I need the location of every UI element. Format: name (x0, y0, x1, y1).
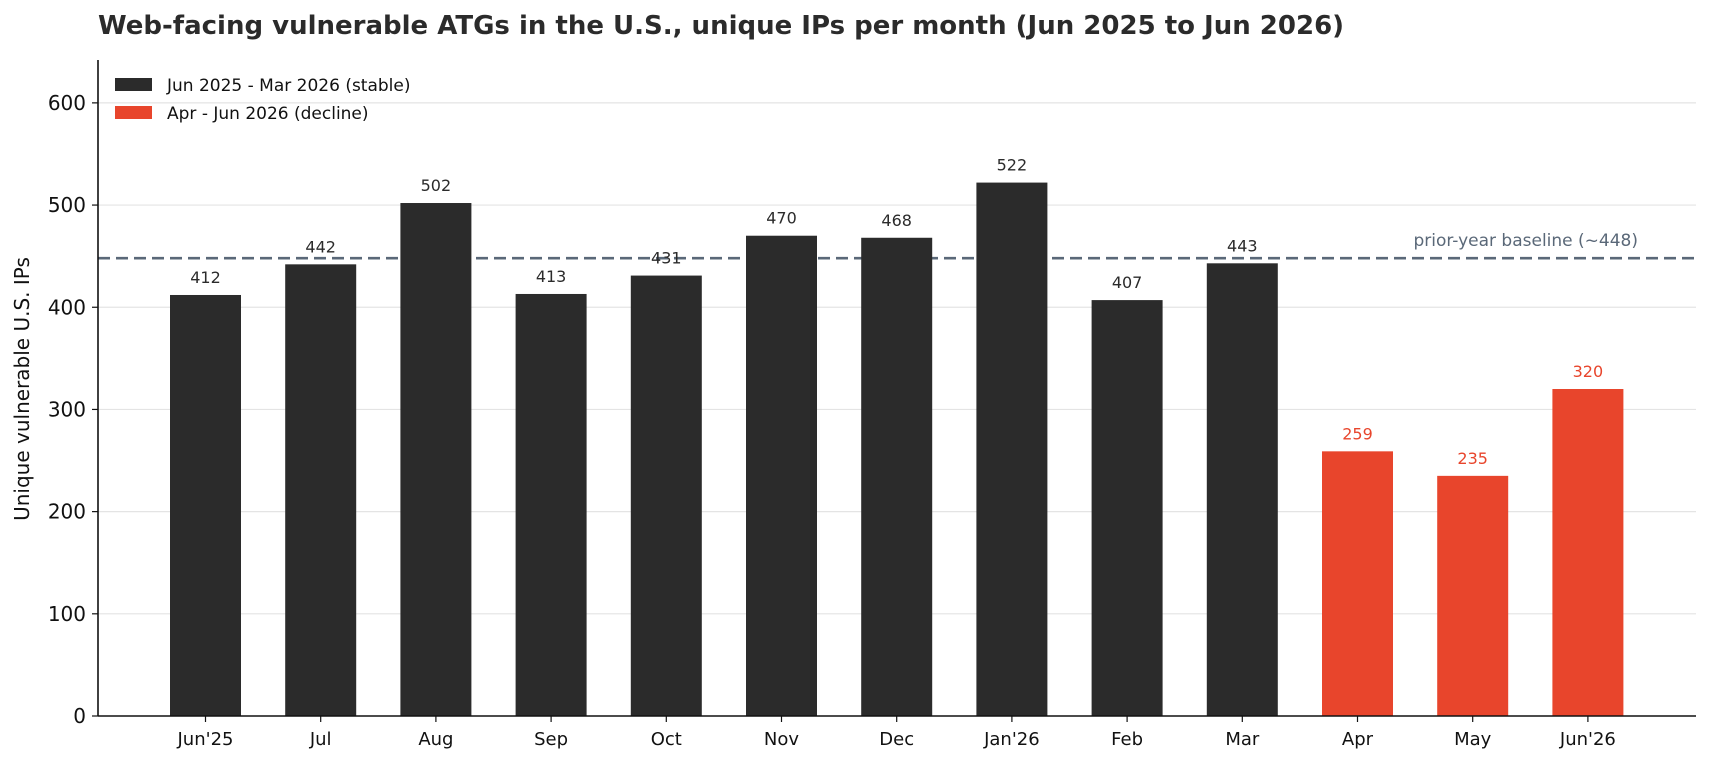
bar (861, 237, 933, 716)
bars-group (170, 182, 1624, 717)
bar (1091, 300, 1163, 716)
axes: 0 100 200 300 400 500 600 Jun'25 Jul Aug Sep Oct Nov… (48, 60, 1696, 750)
x-tick-label: Apr (1342, 729, 1374, 750)
bar (1206, 263, 1278, 716)
y-axis-label: Unique vulnerable U.S. IPs (10, 257, 34, 521)
bar (630, 275, 702, 716)
bar (1322, 451, 1393, 716)
x-tick-label: Aug (418, 729, 453, 750)
bar-value-label: 431 (651, 249, 682, 268)
value-labels-group: 412 442 502 413 431 470 468 522 407 443 259 235 320 (190, 156, 1603, 468)
bar-value-label: 468 (881, 211, 912, 230)
legend-swatch (115, 78, 152, 91)
legend-label: Apr - Jun 2026 (decline) (167, 104, 369, 124)
bar (976, 182, 1048, 717)
legend: Jun 2025 - Mar 2026 (stable) Apr - Jun 20… (115, 76, 411, 124)
bar-value-label: 235 (1457, 449, 1488, 468)
bar (170, 294, 241, 716)
x-tick-label: Jun'26 (1559, 729, 1616, 750)
y-tick-label: 300 (48, 397, 86, 421)
bar-value-label: 443 (1227, 236, 1258, 255)
bar (1437, 475, 1509, 716)
x-tick-label: Jan'26 (983, 729, 1040, 750)
y-tick-label: 400 (48, 295, 86, 319)
legend-label: Jun 2025 - Mar 2026 (stable) (166, 76, 411, 96)
x-tick-label: Dec (879, 729, 914, 750)
bar-value-label: 320 (1573, 362, 1604, 381)
bar-value-label: 413 (536, 267, 567, 286)
x-tick-label: Sep (534, 729, 568, 750)
x-tick-label: Oct (651, 729, 682, 750)
bar-value-label: 412 (190, 268, 221, 287)
bar-value-label: 522 (997, 156, 1028, 175)
bar (515, 293, 587, 716)
bar (746, 235, 817, 716)
chart-title: Web-facing vulnerable ATGs in the U.S., … (98, 11, 1344, 41)
baseline-label: prior-year baseline (~448) (1413, 231, 1638, 251)
y-tick-label: 600 (48, 91, 86, 115)
bar-value-label: 470 (766, 209, 797, 228)
y-tick-label: 200 (48, 500, 86, 524)
bar (1552, 389, 1624, 716)
y-tick-label: 500 (48, 193, 86, 217)
x-tick-label: Mar (1225, 729, 1260, 750)
x-tick-label: Nov (764, 729, 799, 750)
x-tick-label: May (1454, 729, 1492, 750)
x-tick-label: Feb (1111, 729, 1143, 750)
bar-value-label: 442 (305, 237, 336, 256)
bar (285, 264, 357, 716)
bar (400, 203, 472, 717)
bar-value-label: 259 (1342, 424, 1373, 443)
x-tick-label: Jul (309, 729, 332, 750)
bar-value-label: 502 (421, 176, 452, 195)
legend-swatch (115, 106, 152, 119)
y-tick-label: 0 (73, 704, 86, 728)
y-tick-label: 100 (48, 602, 86, 626)
x-tick-label: Jun'25 (177, 729, 234, 750)
bar-value-label: 407 (1112, 273, 1143, 292)
